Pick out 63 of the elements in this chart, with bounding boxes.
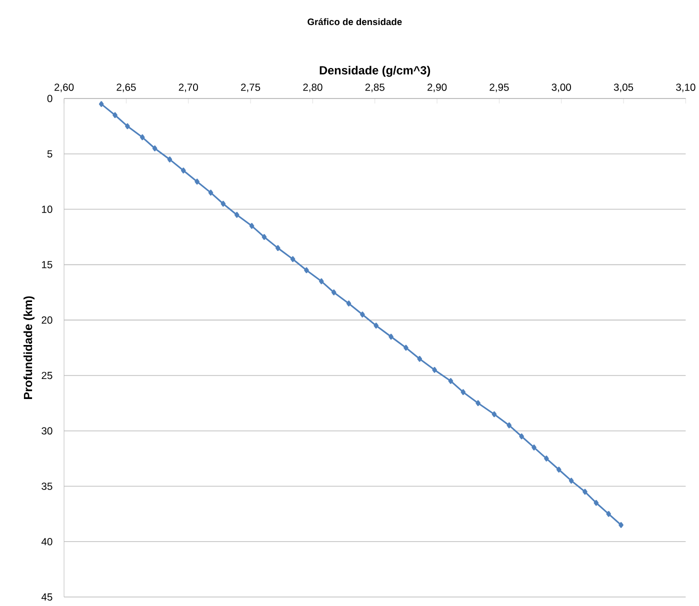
x-tick-label: 3,00 bbox=[552, 84, 571, 92]
x-tick-label: 2,95 bbox=[490, 84, 509, 92]
point bbox=[262, 234, 267, 240]
y-axis-title: Profundidade (km) bbox=[24, 296, 34, 400]
point bbox=[319, 278, 324, 284]
point bbox=[432, 367, 437, 373]
x-tick-label: 3,10 bbox=[676, 84, 696, 92]
point bbox=[374, 322, 379, 329]
point bbox=[194, 178, 200, 185]
point bbox=[568, 478, 574, 484]
point bbox=[556, 466, 562, 473]
point bbox=[167, 156, 172, 162]
point bbox=[331, 289, 336, 296]
point bbox=[304, 267, 309, 274]
point bbox=[275, 245, 280, 252]
y-tick-label: 35 bbox=[42, 482, 52, 490]
point bbox=[448, 378, 454, 384]
point bbox=[234, 212, 240, 218]
point bbox=[360, 312, 365, 318]
point bbox=[460, 389, 466, 396]
y-tick-label: 10 bbox=[42, 206, 52, 214]
point bbox=[606, 511, 612, 517]
x-tick-label: 2,80 bbox=[303, 84, 322, 92]
chart-title: Gráfico de densidade bbox=[308, 18, 402, 26]
point bbox=[208, 190, 214, 196]
point bbox=[140, 134, 145, 140]
point bbox=[112, 112, 118, 118]
point bbox=[220, 200, 226, 207]
point bbox=[506, 422, 512, 428]
x-tick-label: 2,60 bbox=[54, 84, 74, 92]
point bbox=[125, 123, 130, 130]
x-tick-label: 2,70 bbox=[178, 84, 198, 92]
x-tick-label: 2,75 bbox=[241, 84, 260, 92]
point bbox=[346, 300, 352, 306]
point bbox=[532, 444, 536, 450]
point bbox=[519, 434, 524, 440]
y-tick-label: 30 bbox=[42, 427, 52, 435]
point bbox=[476, 400, 480, 406]
point bbox=[249, 223, 254, 229]
point bbox=[98, 101, 104, 108]
point bbox=[618, 522, 624, 528]
point bbox=[180, 168, 186, 174]
point bbox=[388, 334, 394, 340]
y-tick-label: 0 bbox=[47, 94, 52, 102]
point bbox=[544, 456, 549, 462]
y-tick-label: 40 bbox=[41, 538, 52, 546]
x-tick-label: 2,90 bbox=[428, 84, 447, 92]
y-tick-label: 45 bbox=[41, 593, 52, 601]
point bbox=[582, 488, 588, 495]
x-tick-label: 2,65 bbox=[116, 84, 136, 92]
point bbox=[290, 256, 296, 262]
y-tick-label: 5 bbox=[47, 150, 52, 158]
point bbox=[417, 356, 422, 362]
point bbox=[404, 344, 408, 351]
x-tick-label: 2,85 bbox=[365, 84, 384, 92]
x-axis-title: Densidade (g/cm^3) bbox=[320, 66, 430, 77]
y-tick-label: 20 bbox=[42, 316, 52, 324]
y-tick-label: 25 bbox=[42, 372, 52, 380]
point bbox=[492, 411, 497, 418]
y-tick-label: 15 bbox=[42, 261, 52, 268]
point bbox=[594, 500, 599, 506]
point bbox=[152, 145, 158, 152]
x-tick-label: 3,05 bbox=[614, 84, 634, 92]
